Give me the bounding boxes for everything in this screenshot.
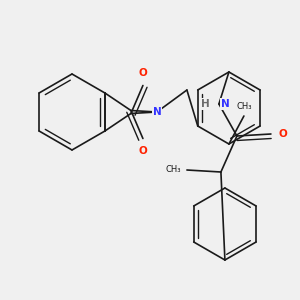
Text: H: H [201, 99, 210, 109]
Text: CH₃: CH₃ [165, 166, 181, 175]
Text: N: N [221, 99, 230, 109]
Text: CH₃: CH₃ [236, 102, 252, 111]
Text: N: N [152, 107, 161, 117]
Text: O: O [279, 129, 288, 139]
Text: O: O [139, 68, 147, 79]
Text: O: O [139, 146, 147, 155]
